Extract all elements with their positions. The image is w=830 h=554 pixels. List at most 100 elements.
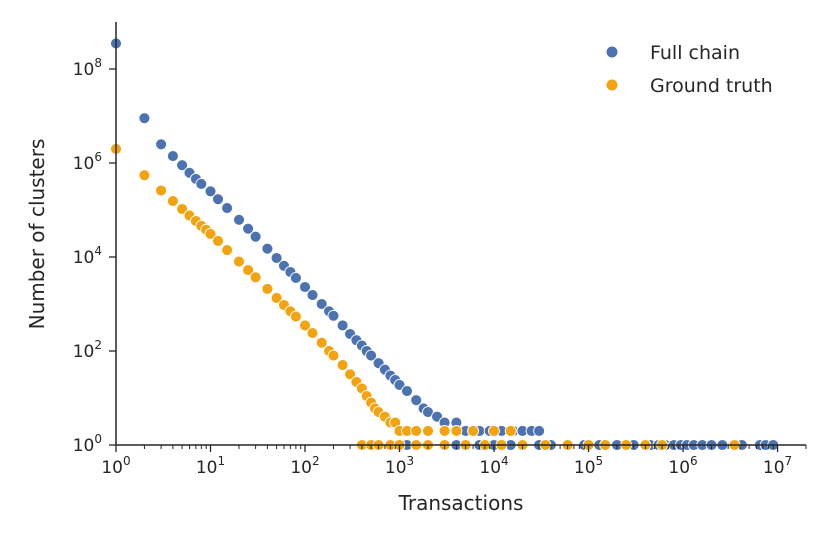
point-ground-truth — [233, 255, 245, 268]
point-full-chain — [261, 242, 274, 255]
point-full-chain — [138, 112, 151, 125]
point-ground-truth — [221, 244, 234, 257]
point-ground-truth — [422, 424, 434, 437]
point-ground-truth — [299, 319, 311, 332]
x-tick-label: 103 — [385, 454, 414, 478]
y-tick-label: 102 — [73, 338, 102, 362]
point-full-chain — [401, 385, 413, 398]
point-ground-truth — [315, 336, 328, 349]
x-tick-base: 10 — [479, 458, 501, 478]
x-tick-label: 104 — [479, 454, 508, 478]
point-ground-truth — [410, 424, 423, 437]
x-tick-label: 101 — [196, 454, 225, 478]
point-ground-truth — [212, 234, 224, 247]
point-full-chain — [195, 177, 208, 190]
legend: Full chain Ground truth — [605, 42, 773, 97]
point-ground-truth — [270, 291, 283, 304]
point-full-chain — [270, 252, 283, 264]
y-tick-base: 10 — [73, 248, 95, 268]
point-ground-truth — [249, 271, 262, 284]
x-axis-title: Transactions — [398, 491, 524, 515]
series-full-chain — [110, 37, 780, 451]
point-ground-truth — [327, 349, 340, 362]
point-full-chain — [306, 289, 319, 302]
point-ground-truth — [289, 310, 302, 323]
y-tick-base: 10 — [73, 436, 95, 456]
point-full-chain — [204, 185, 217, 198]
point-full-chain — [533, 424, 546, 437]
x-tick-base: 10 — [385, 458, 407, 478]
point-ground-truth — [488, 424, 500, 437]
legend-label-ground-truth: Ground truth — [650, 75, 773, 97]
y-tick-label: 100 — [73, 432, 102, 456]
point-full-chain — [336, 319, 349, 332]
y-tick-label: 108 — [73, 56, 102, 80]
point-full-chain — [221, 202, 234, 215]
point-full-chain — [176, 159, 189, 172]
y-tick-base: 10 — [73, 154, 95, 174]
point-full-chain — [249, 230, 262, 243]
point-full-chain — [212, 193, 224, 206]
x-tick-exponent: 1 — [218, 454, 226, 468]
legend-label-full-chain: Full chain — [650, 42, 740, 64]
point-ground-truth — [176, 203, 189, 215]
x-tick-label: 100 — [101, 454, 130, 478]
x-tick-exponent: 2 — [312, 454, 320, 468]
y-tick-exponent: 0 — [94, 432, 102, 446]
x-tick-label: 107 — [763, 454, 792, 478]
y-tick-exponent: 8 — [94, 56, 102, 70]
point-ground-truth — [155, 184, 168, 197]
x-tick-base: 10 — [574, 458, 596, 478]
x-tick-exponent: 0 — [123, 454, 131, 468]
x-tick-base: 10 — [290, 458, 312, 478]
point-full-chain — [155, 138, 168, 151]
y-tick-exponent: 6 — [94, 150, 102, 164]
legend-item-ground-truth: Ground truth — [605, 75, 773, 97]
point-ground-truth — [450, 424, 463, 437]
point-full-chain — [410, 394, 423, 407]
point-ground-truth — [306, 327, 319, 340]
point-full-chain — [365, 349, 378, 362]
x-tick-exponent: 5 — [596, 454, 604, 468]
legend-marker-full-chain — [605, 45, 619, 59]
point-ground-truth — [336, 359, 349, 372]
x-tick-base: 10 — [196, 458, 218, 478]
point-ground-truth — [504, 424, 517, 437]
point-full-chain — [242, 222, 255, 235]
y-tick-base: 10 — [73, 342, 95, 362]
point-full-chain — [166, 150, 179, 163]
x-tick-exponent: 3 — [407, 454, 415, 468]
point-ground-truth — [166, 195, 179, 208]
point-full-chain — [327, 309, 340, 322]
y-tick-label: 104 — [73, 244, 102, 268]
point-ground-truth — [261, 282, 274, 295]
y-tick-base: 10 — [73, 60, 95, 80]
point-ground-truth — [344, 368, 357, 381]
series-ground-truth — [110, 142, 741, 451]
x-tick-label: 106 — [668, 454, 697, 478]
point-full-chain — [299, 281, 311, 293]
x-tick-label: 102 — [290, 454, 319, 478]
x-tick-exponent: 7 — [785, 454, 793, 468]
data-points — [110, 37, 780, 451]
point-full-chain — [315, 298, 328, 310]
x-tick-exponent: 6 — [690, 454, 698, 468]
point-ground-truth — [138, 169, 151, 182]
point-full-chain — [289, 271, 302, 284]
x-tick-base: 10 — [668, 458, 690, 478]
legend-item-full-chain: Full chain — [605, 42, 740, 64]
point-ground-truth — [204, 227, 217, 240]
legend-marker-ground-truth — [605, 78, 619, 92]
point-ground-truth — [242, 264, 255, 276]
x-tick-base: 10 — [101, 458, 123, 478]
point-ground-truth — [438, 424, 451, 437]
x-tick-label: 105 — [574, 454, 603, 478]
y-axis-title: Number of clusters — [25, 139, 49, 330]
point-ground-truth — [467, 424, 480, 437]
y-tick-exponent: 2 — [94, 338, 102, 352]
x-tick-exponent: 4 — [501, 454, 509, 468]
y-tick-exponent: 4 — [94, 244, 102, 258]
x-tick-base: 10 — [763, 458, 785, 478]
